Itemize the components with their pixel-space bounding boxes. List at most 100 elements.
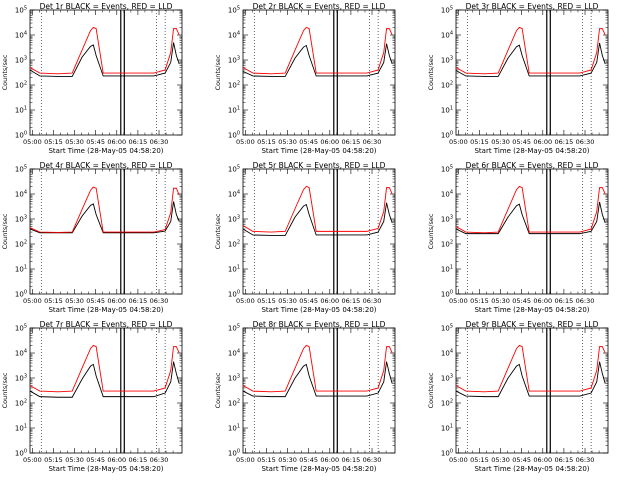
y-tick-label: 100: [441, 290, 453, 299]
plot-frame: [29, 9, 183, 136]
x-tick-label: 06:30: [150, 138, 169, 146]
x-tick-label: 05:30: [65, 138, 84, 146]
y-tick-label: 103: [228, 56, 240, 65]
y-tick-label: 102: [441, 81, 453, 90]
y-tick-label: 101: [228, 106, 240, 115]
x-tick-label: 05:30: [278, 297, 297, 305]
x-tick-label: 06:00: [533, 456, 552, 464]
x-tick-label: 05:30: [491, 456, 510, 464]
y-tick-label: 104: [15, 31, 27, 40]
x-tick-label: 05:15: [470, 456, 489, 464]
y-tick-label: 104: [15, 349, 27, 358]
series-events: [242, 361, 393, 398]
x-tick-label: 05:30: [491, 297, 510, 305]
y-tick-label: 101: [228, 424, 240, 433]
x-tick-label: 06:30: [576, 297, 595, 305]
y-tick-label: 101: [228, 265, 240, 274]
x-tick-label: 06:15: [129, 456, 148, 464]
y-tick-label: 100: [441, 131, 453, 140]
x-tick-label: 05:45: [512, 297, 531, 305]
y-tick-label: 103: [228, 374, 240, 383]
x-axis-label: Start Time (28-May-05 04:58:20): [261, 465, 376, 473]
x-tick-label: 05:45: [86, 297, 105, 305]
x-axis-label: Start Time (28-May-05 04:58:20): [261, 147, 376, 155]
x-tick-label: 05:15: [44, 456, 63, 464]
x-tick-label: 05:15: [257, 456, 276, 464]
panel-title: Det 1r BLACK = Events, RED = LLD: [40, 2, 173, 11]
y-tick-label: 102: [228, 240, 240, 249]
series-events: [242, 43, 393, 77]
x-tick-label: 05:15: [257, 138, 276, 146]
panel-9: Det 9r BLACK = Events, RED = LLD 100 101 10…: [427, 320, 609, 473]
y-tick-label: 100: [228, 131, 240, 140]
x-tick-label: 06:30: [576, 138, 595, 146]
x-axis-label: Start Time (28-May-05 04:58:20): [48, 306, 163, 314]
x-tick-label: 05:15: [44, 138, 63, 146]
x-tick-label: 06:15: [129, 138, 148, 146]
plot-frame: [455, 168, 609, 295]
x-tick-label: 05:45: [299, 138, 318, 146]
series-lld: [242, 185, 393, 233]
series-events: [29, 201, 180, 234]
panel-title: Det 8r BLACK = Events, RED = LLD: [253, 320, 386, 329]
plot-frame: [242, 9, 396, 136]
x-axis-label: Start Time (28-May-05 04:58:20): [261, 306, 376, 314]
panel-title: Det 6r BLACK = Events, RED = LLD: [466, 161, 599, 170]
x-tick-label: 06:30: [150, 456, 169, 464]
y-tick-label: 100: [15, 131, 27, 140]
y-tick-label: 102: [15, 399, 27, 408]
x-tick-label: 06:00: [107, 456, 126, 464]
x-tick-label: 05:00: [236, 138, 255, 146]
y-tick-label: 105: [228, 324, 240, 333]
y-tick-label: 104: [228, 190, 240, 199]
y-tick-label: 105: [228, 165, 240, 174]
series-lld: [29, 186, 180, 233]
plot-frame: [455, 9, 609, 136]
x-tick-label: 06:00: [107, 297, 126, 305]
series-lld: [455, 344, 606, 393]
x-tick-label: 06:30: [363, 138, 382, 146]
y-tick-label: 101: [441, 265, 453, 274]
x-tick-label: 06:30: [150, 297, 169, 305]
plot-frame: [455, 327, 609, 454]
series-events: [29, 42, 180, 77]
y-tick-label: 103: [15, 215, 27, 224]
y-tick-label: 102: [441, 240, 453, 249]
y-tick-label: 105: [441, 324, 453, 333]
panel-8: Det 8r BLACK = Events, RED = LLD 100 101 10…: [214, 320, 396, 473]
y-tick-label: 101: [15, 265, 27, 274]
panel-7: Det 7r BLACK = Events, RED = LLD 100 101 10…: [1, 320, 183, 473]
series-lld: [29, 26, 180, 75]
x-tick-label: 05:30: [65, 456, 84, 464]
y-tick-label: 105: [15, 6, 27, 15]
y-tick-label: 105: [15, 165, 27, 174]
y-tick-label: 100: [15, 290, 27, 299]
x-tick-label: 05:45: [512, 138, 531, 146]
series-lld: [29, 344, 180, 393]
x-tick-label: 06:00: [320, 138, 339, 146]
y-tick-label: 102: [228, 399, 240, 408]
x-axis-label: Start Time (28-May-05 04:58:20): [474, 465, 589, 473]
panel-5: Det 5r BLACK = Events, RED = LLD 100 101 10…: [214, 161, 396, 314]
series-lld: [455, 185, 606, 234]
panel-title: Det 3r BLACK = Events, RED = LLD: [466, 2, 599, 11]
plot-frame: [242, 168, 396, 295]
x-tick-label: 05:30: [65, 297, 84, 305]
y-tick-label: 100: [441, 449, 453, 458]
panel-title: Det 2r BLACK = Events, RED = LLD: [253, 2, 386, 11]
y-tick-label: 100: [228, 290, 240, 299]
x-tick-label: 05:45: [299, 456, 318, 464]
x-tick-label: 05:30: [278, 456, 297, 464]
series-lld: [242, 344, 393, 393]
plot-frame: [29, 168, 183, 295]
y-tick-label: 104: [228, 349, 240, 358]
y-tick-label: 102: [441, 399, 453, 408]
y-tick-label: 101: [15, 424, 27, 433]
x-tick-label: 05:00: [449, 297, 468, 305]
panel-2: Det 2r BLACK = Events, RED = LLD 100 101 10…: [214, 2, 396, 155]
y-tick-label: 105: [441, 165, 453, 174]
x-tick-label: 05:00: [236, 297, 255, 305]
x-tick-label: 06:30: [576, 456, 595, 464]
x-tick-label: 05:00: [236, 456, 255, 464]
